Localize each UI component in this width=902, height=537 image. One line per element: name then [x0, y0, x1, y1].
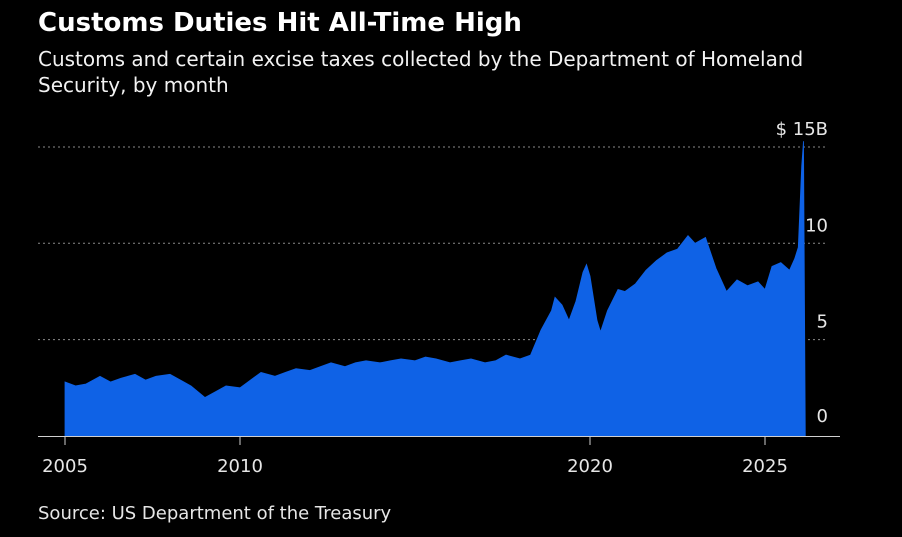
source-note: Source: US Department of the Treasury: [38, 503, 392, 524]
x-tick-label-2020: 2020: [567, 456, 613, 477]
y-tick-label-15: $ 15B: [776, 119, 828, 140]
chart-title: Customs Duties Hit All-Time High: [38, 8, 522, 38]
x-tick-label-2025: 2025: [742, 456, 788, 477]
y-tick-label-5: 5: [817, 312, 828, 333]
x-tick-label-2005: 2005: [42, 456, 88, 477]
plot-area: [64, 141, 806, 437]
series-area: [64, 141, 806, 437]
x-axis: [38, 436, 840, 445]
chart-subtitle: Customs and certain excise taxes collect…: [38, 47, 804, 97]
y-tick-label-0: 0: [817, 406, 828, 427]
x-axis-labels: 2005 2010 2020 2025: [42, 456, 788, 477]
y-axis-labels: 0 5 10 $ 15B: [776, 119, 828, 427]
x-tick-label-2010: 2010: [217, 456, 263, 477]
y-tick-label-10: 10: [805, 215, 828, 236]
